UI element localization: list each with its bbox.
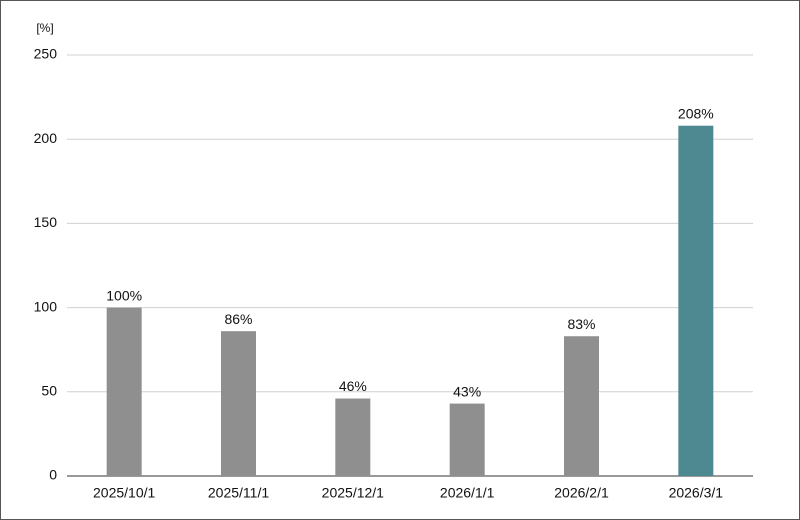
value-label: 43% [453,383,481,399]
bar [449,403,485,476]
y-tick-label: 50 [41,383,57,399]
bar [678,125,714,476]
x-tick-label: 2026/2/1 [554,485,609,501]
x-tick-label: 2026/1/1 [440,485,495,501]
bar [106,307,142,476]
x-tick-label: 2026/3/1 [669,485,724,501]
value-label: 86% [224,311,252,327]
y-tick-label: 250 [34,46,58,62]
bar [564,336,599,476]
bar [335,398,371,476]
x-tick-label: 2025/11/1 [208,485,269,501]
value-label: 83% [567,316,595,332]
y-tick-label: 100 [34,298,58,314]
y-tick-label: 150 [34,214,58,230]
x-tick-label: 2025/12/1 [322,485,384,501]
value-label: 208% [678,105,714,121]
bar [221,331,256,476]
value-label: 46% [339,378,367,394]
y-tick-label: 200 [34,130,58,146]
x-tick-label: 2025/10/1 [93,485,155,501]
y-tick-label: 0 [49,467,57,483]
y-axis-label: [%] [36,21,53,35]
value-label: 100% [106,287,142,303]
